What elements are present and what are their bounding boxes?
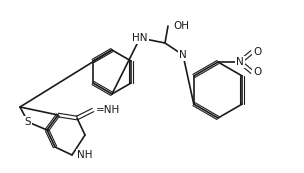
Text: HN: HN xyxy=(132,33,148,43)
Text: NH: NH xyxy=(77,150,92,160)
Text: S: S xyxy=(25,117,31,127)
Text: OH: OH xyxy=(173,21,189,31)
Text: =NH: =NH xyxy=(96,105,120,115)
Text: O: O xyxy=(253,47,261,57)
Text: O: O xyxy=(253,67,261,77)
Text: N: N xyxy=(236,57,244,67)
Text: N: N xyxy=(179,50,187,60)
